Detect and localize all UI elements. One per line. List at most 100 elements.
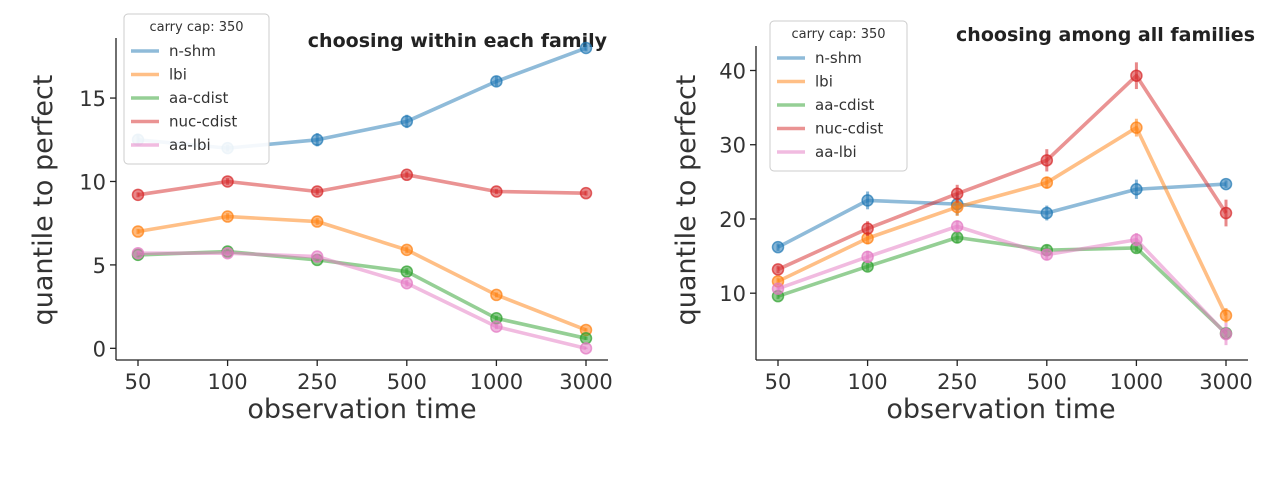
legend: carry cap: 350 n-shm lbi aa-cdist nuc-cdist a… bbox=[769, 20, 908, 172]
data-point bbox=[950, 220, 964, 233]
legend-label: aa-cdist bbox=[815, 96, 875, 114]
data-point bbox=[1040, 248, 1054, 261]
data-point bbox=[400, 115, 414, 128]
legend-label: n-shm bbox=[169, 42, 216, 60]
series-nuc-cdist bbox=[131, 168, 593, 202]
y-tick-label: 15 bbox=[79, 87, 106, 111]
x-axis-label: observation time bbox=[247, 394, 476, 425]
y-axis-label: quantile to perfect bbox=[28, 75, 59, 326]
series-line bbox=[137, 214, 587, 332]
y-tick-label: 10 bbox=[719, 282, 746, 306]
x-axis-label: observation time bbox=[886, 394, 1115, 425]
data-point bbox=[490, 75, 503, 88]
data-point bbox=[861, 250, 874, 264]
data-point bbox=[490, 320, 503, 333]
data-point bbox=[400, 243, 414, 257]
data-point bbox=[1219, 206, 1233, 220]
chart-panel-2: 50 100 250 500 1000 3000 10 20 30 40 observation t… bbox=[671, 20, 1255, 425]
data-point bbox=[579, 342, 593, 355]
data-point bbox=[861, 222, 874, 235]
x-tick-label: 3000 bbox=[1199, 370, 1252, 394]
x-tick-label: 250 bbox=[297, 370, 337, 394]
legend-label: aa-lbi bbox=[169, 136, 211, 154]
data-point bbox=[771, 282, 785, 295]
series-aa-cdist bbox=[771, 231, 1233, 340]
series-line bbox=[777, 224, 1228, 336]
data-point bbox=[1130, 183, 1143, 196]
data-point bbox=[1219, 309, 1233, 322]
x-tick-label: 100 bbox=[208, 370, 248, 394]
legend: carry cap: 350 n-shm lbi aa-cdist nuc-cdist a… bbox=[123, 13, 270, 165]
legend-title: carry cap: 350 bbox=[791, 27, 885, 42]
y-tick-label: 10 bbox=[79, 170, 106, 194]
x-tick-label: 50 bbox=[765, 370, 792, 394]
y-axis-label: quantile to perfect bbox=[671, 75, 702, 326]
data-point bbox=[1219, 327, 1233, 341]
legend-label: n-shm bbox=[815, 49, 862, 67]
data-point bbox=[490, 185, 503, 198]
data-point bbox=[1130, 69, 1143, 82]
data-point bbox=[1130, 233, 1143, 246]
series-line bbox=[777, 182, 1227, 249]
data-point bbox=[310, 133, 324, 147]
data-point bbox=[131, 225, 145, 238]
x-tick-label: 100 bbox=[848, 370, 888, 394]
x-tick-label: 250 bbox=[937, 370, 977, 394]
x-tick-label: 500 bbox=[387, 370, 427, 394]
legend-label: nuc-cdist bbox=[169, 113, 237, 131]
chart-panel-1: 50 100 250 500 1000 3000 0 5 10 15 observation tim… bbox=[28, 13, 613, 425]
legend-label: aa-lbi bbox=[815, 143, 857, 161]
data-point bbox=[221, 210, 234, 223]
x-tick-label: 1000 bbox=[1110, 370, 1163, 394]
data-point bbox=[310, 185, 324, 198]
data-point bbox=[771, 240, 785, 254]
series-line bbox=[138, 251, 587, 351]
data-point bbox=[1040, 154, 1054, 167]
series-line bbox=[777, 125, 1228, 317]
legend-label: nuc-cdist bbox=[815, 120, 883, 138]
data-point bbox=[579, 186, 593, 200]
data-point bbox=[400, 265, 414, 278]
legend-label: aa-cdist bbox=[169, 89, 229, 107]
x-tick-label: 1000 bbox=[470, 370, 523, 394]
y-tick-label: 0 bbox=[93, 337, 106, 361]
series-line bbox=[777, 235, 1228, 335]
series-lbi bbox=[771, 118, 1233, 323]
y-tick-label: 5 bbox=[93, 254, 106, 278]
y-tick-label: 20 bbox=[719, 208, 746, 232]
data-point bbox=[310, 250, 324, 263]
data-point bbox=[1040, 176, 1054, 189]
series-nuc-cdist bbox=[771, 62, 1233, 276]
data-point bbox=[131, 246, 145, 260]
series-lbi bbox=[131, 210, 593, 337]
data-point bbox=[221, 246, 234, 260]
series-line bbox=[137, 249, 587, 341]
series-aa-lbi bbox=[771, 220, 1233, 346]
data-point bbox=[950, 187, 964, 200]
data-point bbox=[400, 277, 414, 290]
data-point bbox=[131, 188, 145, 202]
data-point bbox=[771, 263, 785, 276]
series-aa-lbi bbox=[131, 246, 593, 355]
data-point bbox=[1040, 206, 1054, 220]
x-tick-label: 500 bbox=[1027, 370, 1067, 394]
legend-box bbox=[123, 13, 270, 165]
data-point bbox=[861, 194, 874, 207]
series-line bbox=[137, 173, 587, 197]
data-point bbox=[400, 168, 414, 182]
data-point bbox=[579, 41, 593, 55]
y-tick-label: 40 bbox=[719, 59, 746, 83]
y-tick-label: 30 bbox=[719, 134, 746, 158]
data-point bbox=[950, 231, 964, 244]
x-tick-label: 3000 bbox=[559, 370, 612, 394]
series-line bbox=[777, 73, 1228, 272]
series-aa-cdist bbox=[131, 245, 593, 345]
legend-label: lbi bbox=[815, 73, 833, 91]
legend-title: carry cap: 350 bbox=[149, 20, 243, 35]
x-tick-label: 50 bbox=[125, 370, 152, 394]
legend-label: lbi bbox=[169, 66, 187, 84]
data-point bbox=[1219, 177, 1233, 191]
chart-title: choosing among all families bbox=[956, 24, 1255, 46]
data-point bbox=[950, 200, 964, 214]
